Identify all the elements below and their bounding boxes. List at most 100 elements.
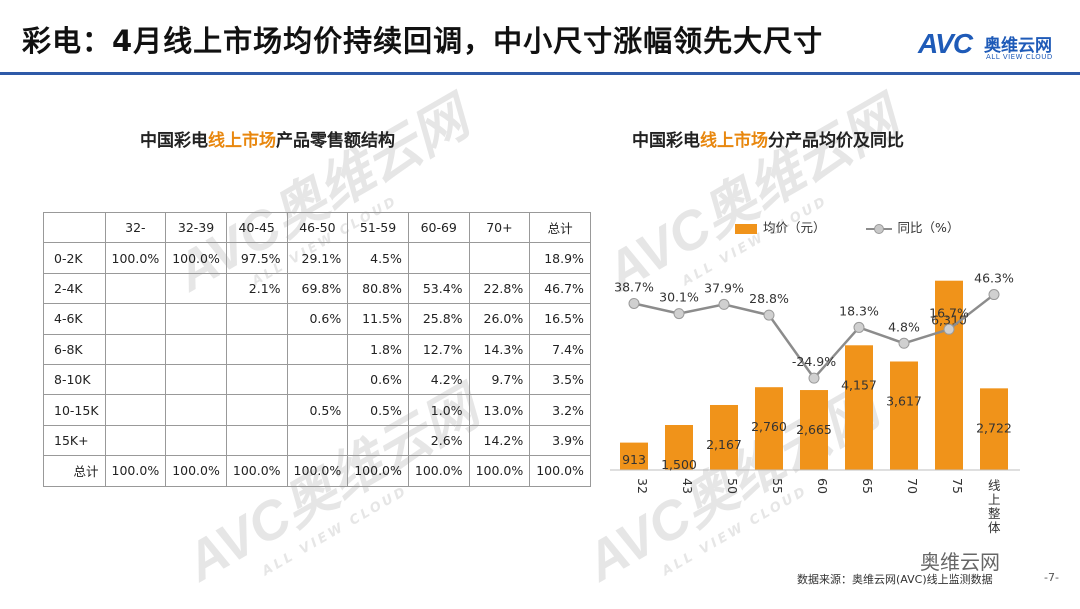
table-cell (225, 363, 288, 396)
bar (665, 425, 693, 470)
logo-en: ALL VIEW CLOUD (986, 53, 1053, 61)
x-tick-label: 70 (905, 478, 920, 494)
yoy-point (943, 323, 955, 335)
page-number: -7- (1044, 571, 1059, 584)
table-cell: 4.2% (407, 363, 470, 396)
table-cell (104, 303, 167, 335)
yoy-point (763, 309, 775, 321)
table-cell: 100.0% (468, 455, 531, 487)
data-source: 数据来源：奥维云网(AVC)线上监测数据 (797, 573, 993, 586)
table-row: 2-4K 2.1% 69.8% 80.8% 53.4% 22.8% 46.7% (43, 272, 591, 305)
bar (800, 390, 828, 470)
table-cell: 13.0% (468, 394, 531, 426)
bar-data-label: 3,617 (886, 393, 922, 408)
table-cell (104, 333, 167, 365)
yoy-data-label: 37.9% (704, 280, 744, 295)
table-cell: 12.7% (407, 333, 470, 365)
table-cell: 100.0% (165, 455, 227, 487)
yoy-point (808, 372, 820, 384)
row-label: 15K+ (43, 424, 106, 457)
table-cell (286, 363, 349, 396)
bar (845, 345, 873, 470)
table-cell: 25.8% (407, 303, 470, 335)
legend-bar-swatch (735, 223, 757, 234)
table-cell (225, 394, 288, 426)
x-tick-label: 65 (860, 478, 875, 494)
table-cell: 53.4% (407, 272, 470, 305)
column-header: 32-39 (165, 211, 227, 244)
table-cell: 16.5% (529, 303, 591, 335)
chart-title: 中国彩电线上市场分产品均价及同比 (632, 131, 904, 151)
bar (980, 388, 1008, 470)
table-cell (225, 303, 288, 335)
row-label: 4-6K (43, 303, 106, 335)
yoy-data-label: 38.7% (614, 279, 654, 294)
table-cell: 4.5% (347, 242, 409, 274)
table-title: 中国彩电线上市场产品零售额结构 (140, 131, 395, 151)
table-cell: 0.5% (286, 394, 349, 426)
row-label: 8-10K (43, 363, 106, 396)
column-header: 51-59 (347, 211, 409, 244)
yoy-data-label: -24.9% (792, 354, 836, 369)
table-cell (165, 272, 227, 305)
table-cell (104, 272, 167, 305)
bar-data-label: 4,157 (841, 377, 877, 392)
table-cell: 3.5% (529, 363, 591, 396)
logo-mark: AVC (918, 28, 973, 59)
table-cell: 1.8% (347, 333, 409, 365)
table-cell: 97.5% (225, 242, 288, 274)
x-tick-label: 75 (950, 478, 965, 494)
yoy-data-label: 4.8% (888, 319, 920, 334)
table-cell (225, 424, 288, 457)
table-row: 总计 100.0% 100.0% 100.0% 100.0% 100.0% 100.0% 10… (43, 455, 591, 487)
table-cell: 9.7% (468, 363, 531, 396)
x-tick-label: 线上整体 (988, 478, 1001, 535)
chart-legend: 均价（元） 同比（%） (735, 217, 959, 236)
yoy-point (673, 308, 685, 320)
bar-data-label: 2,665 (796, 422, 832, 437)
table-cell (165, 394, 227, 426)
table-cell (347, 424, 409, 457)
yoy-point (898, 337, 910, 349)
table-cell: 100.0% (104, 455, 167, 487)
table-cell: 100.0% (104, 242, 167, 274)
table-cell: 1.0% (407, 394, 470, 426)
bar-data-label: 1,500 (661, 457, 697, 472)
table-cell (104, 394, 167, 426)
logo-cn: 奥维云网 (984, 36, 1052, 56)
table-cell: 29.1% (286, 242, 349, 274)
row-label: 2-4K (43, 272, 106, 305)
table-row: 10-15K 0.5% 0.5% 1.0% 13.0% 3.2% (43, 394, 591, 426)
yoy-point (628, 297, 640, 309)
yoy-point (718, 298, 730, 310)
table-cell: 69.8% (286, 272, 349, 305)
table-cell (468, 242, 531, 274)
column-header: 32- (104, 211, 167, 244)
bar (755, 387, 783, 470)
table-cell (104, 424, 167, 457)
table-cell (286, 333, 349, 365)
table-cell (165, 333, 227, 365)
table-cell: 100.0% (347, 455, 409, 487)
table-cell: 100.0% (529, 455, 591, 487)
table-cell: 14.3% (468, 333, 531, 365)
table-cell: 3.2% (529, 394, 591, 426)
yoy-data-label: 16.7% (929, 305, 969, 320)
row-label: 10-15K (43, 394, 106, 426)
table-cell: 11.5% (347, 303, 409, 335)
table-row: 8-10K 0.6% 4.2% 9.7% 3.5% (43, 363, 591, 396)
table-cell: 18.9% (529, 242, 591, 274)
table-cell: 0.6% (347, 363, 409, 396)
bar-data-label: 2,760 (751, 419, 787, 434)
bar-data-label: 2,722 (976, 420, 1012, 435)
table-cell: 26.0% (468, 303, 531, 335)
x-tick-label: 50 (725, 478, 740, 494)
table-cell (165, 303, 227, 335)
yoy-point (853, 321, 865, 333)
table-cell (407, 242, 470, 274)
table-cell: 0.6% (286, 303, 349, 335)
title-divider (0, 72, 1080, 75)
legend-line-swatch (865, 223, 892, 234)
yoy-data-label: 28.8% (749, 291, 789, 306)
